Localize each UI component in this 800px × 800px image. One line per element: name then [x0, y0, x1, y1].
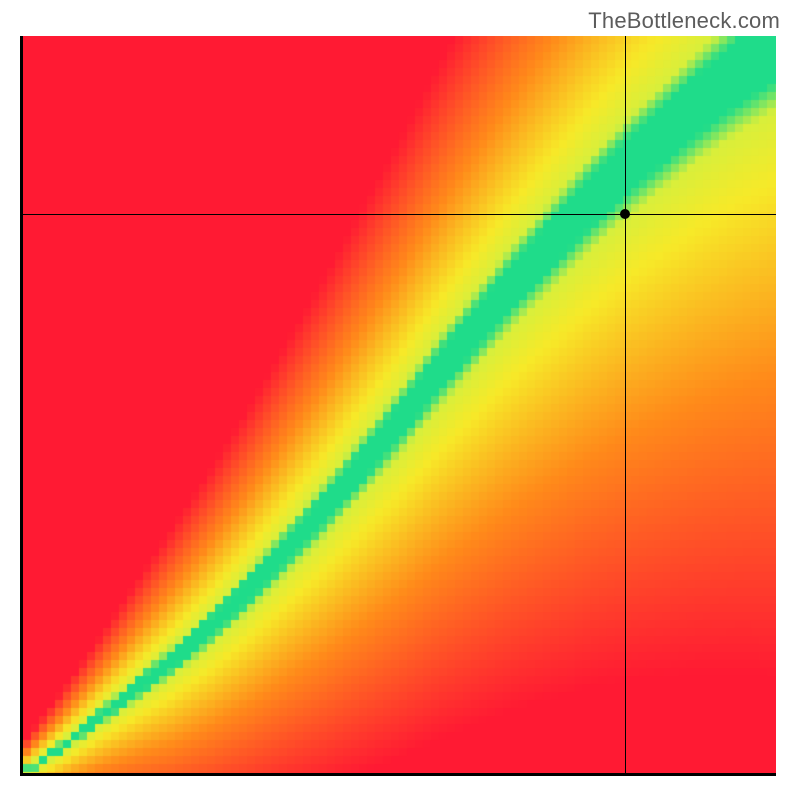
crosshair-vertical	[625, 36, 626, 773]
watermark-text: TheBottleneck.com	[588, 8, 780, 34]
crosshair-marker	[620, 209, 630, 219]
bottleneck-heatmap	[23, 36, 776, 773]
chart-container: TheBottleneck.com	[0, 0, 800, 800]
crosshair-horizontal	[23, 214, 776, 215]
plot-frame	[20, 36, 776, 776]
